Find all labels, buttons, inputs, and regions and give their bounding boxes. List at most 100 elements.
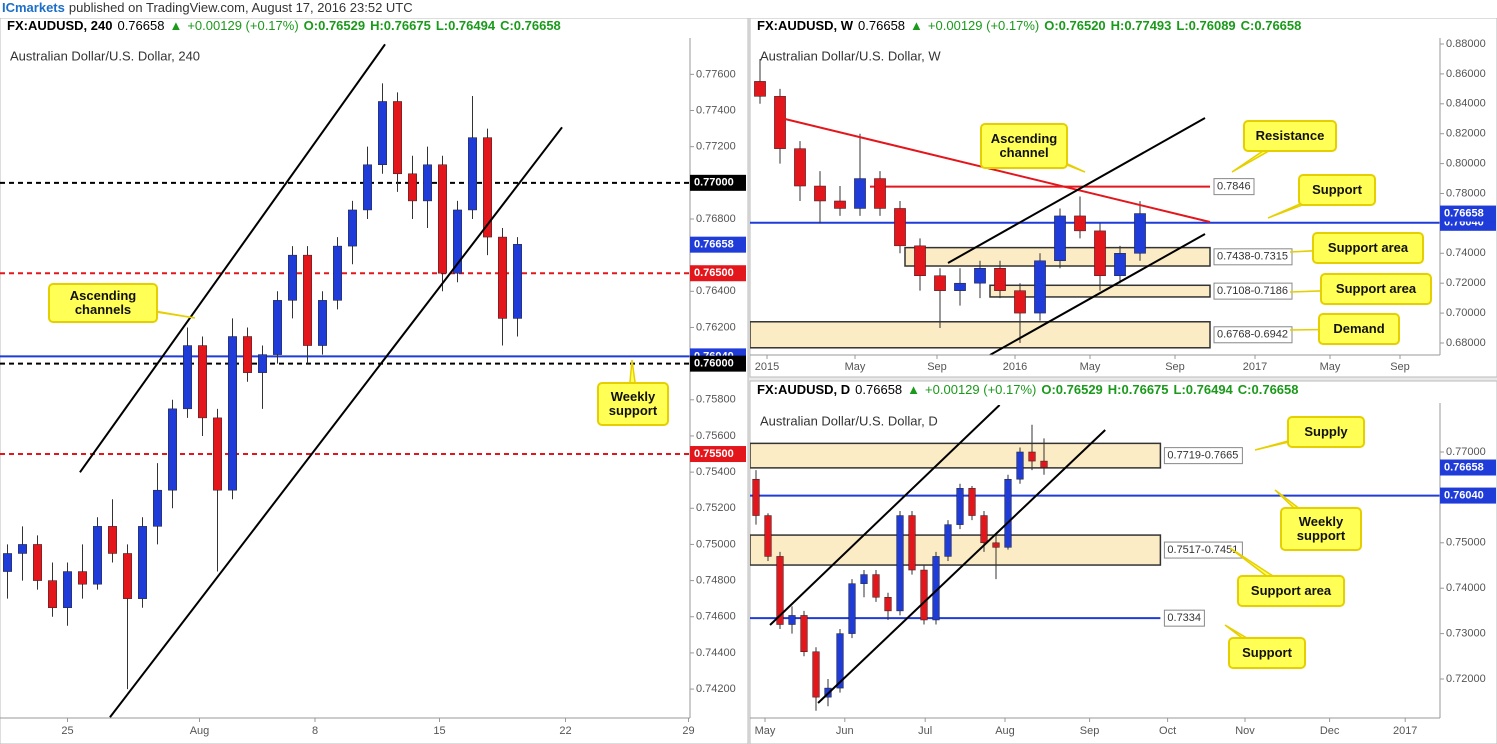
level-label: 0.76500 <box>694 267 734 279</box>
candle-body <box>992 542 1000 548</box>
candle-body <box>258 354 267 373</box>
x-tick-label: Aug <box>995 725 1015 737</box>
candle-body <box>423 164 432 202</box>
y-tick-label: 0.76200 <box>696 321 736 333</box>
candle-body <box>348 209 357 247</box>
x-tick-label: 2015 <box>755 361 779 373</box>
y-tick-label: 0.80000 <box>1446 158 1486 170</box>
candle-body <box>848 583 856 634</box>
candle-body <box>968 488 976 516</box>
candle-body <box>944 524 952 557</box>
plot <box>750 405 1440 711</box>
trend-line <box>817 429 1106 704</box>
candle-body <box>213 417 222 491</box>
up-arrow: ▲ <box>910 18 923 33</box>
trend-line <box>947 117 1206 264</box>
plot-area <box>750 58 1440 355</box>
last-price-label: 0.76658 <box>1444 207 1484 219</box>
x-tick-label: 15 <box>433 725 445 737</box>
candle-body <box>153 489 162 527</box>
x-tick-label: Sep <box>1080 725 1100 737</box>
candle-body <box>894 208 906 247</box>
last-price-box <box>690 236 746 253</box>
candle-body <box>33 544 42 581</box>
info-close: C:0.76658 <box>1238 382 1299 397</box>
info-high: H:0.76675 <box>1108 382 1169 397</box>
zone-label-box <box>1213 248 1293 266</box>
candle-body <box>1054 215 1066 262</box>
candle-body <box>273 300 282 355</box>
x-tick-label: Jul <box>918 725 932 737</box>
candle-body <box>183 345 192 410</box>
candle-body <box>1004 478 1012 548</box>
candle-body <box>483 137 492 238</box>
info-open: O:0.76529 <box>304 18 365 33</box>
candle-body <box>974 267 986 284</box>
x-tick-label: May <box>1320 361 1341 373</box>
last-price-box <box>1440 459 1496 476</box>
x-tick-label: Oct <box>1159 725 1176 737</box>
trend-line <box>769 405 1001 626</box>
x-tick-label: 25 <box>61 725 73 737</box>
candle-body <box>956 488 964 525</box>
brand[interactable]: ICmarkets <box>2 0 65 15</box>
candle-body <box>228 336 237 491</box>
info-high: H:0.76675 <box>370 18 431 33</box>
callout: Support <box>1228 637 1306 669</box>
zone-label: 0.7438-0.7315 <box>1217 251 1288 263</box>
candle-body <box>920 569 928 621</box>
level-label: 0.77000 <box>694 177 734 189</box>
y-tick-label: 0.75000 <box>696 538 736 550</box>
level-label: 0.76000 <box>694 358 734 370</box>
x-tick-label: May <box>845 361 866 373</box>
candle-body <box>854 178 866 209</box>
info-close: C:0.76658 <box>500 18 561 33</box>
candle-body <box>896 515 904 612</box>
info-last: 0.76658 <box>117 18 164 33</box>
y-tick-label: 0.75400 <box>696 466 736 478</box>
y-tick-label: 0.77200 <box>696 141 736 153</box>
info-low: L:0.76494 <box>436 18 496 33</box>
ticker-info: FX:AUDUSD, W 0.76658 ▲ +0.00129 (+0.17%) O:0… <box>757 18 1301 33</box>
candle-body <box>812 651 820 698</box>
y-tick-label: 0.68000 <box>1446 337 1486 349</box>
x-tick-label: 2017 <box>1393 725 1417 737</box>
y-tick-label: 0.84000 <box>1446 98 1486 110</box>
candle-body <box>800 615 808 653</box>
candle-body <box>123 553 132 599</box>
trend-line <box>109 126 563 718</box>
x-tick-label: Sep <box>927 361 947 373</box>
x-tick-label: 2017 <box>1243 361 1267 373</box>
level-label-box <box>1440 487 1496 504</box>
panel-title: Australian Dollar/U.S. Dollar, 240 <box>10 48 200 63</box>
candle-body <box>378 101 387 166</box>
level-label-box <box>1213 178 1255 196</box>
candle-body <box>914 245 926 276</box>
candle-body <box>1016 451 1024 480</box>
zone-label: 0.7719-0.7665 <box>1167 450 1238 462</box>
info-change: +0.00129 (+0.17%) <box>925 382 1036 397</box>
y-tick-label: 0.72000 <box>1446 673 1486 685</box>
y-tick-label: 0.74600 <box>696 611 736 623</box>
info-open: O:0.76520 <box>1044 18 1105 33</box>
y-tick-label: 0.70000 <box>1446 307 1486 319</box>
candle-body <box>243 336 252 373</box>
panel-title: Australian Dollar/U.S. Dollar, W <box>760 48 941 63</box>
candle-body <box>994 267 1006 291</box>
plot-area <box>0 43 690 718</box>
candle-body <box>408 173 417 202</box>
plot <box>750 58 1440 355</box>
candle-body <box>860 574 868 584</box>
y-tick-label: 0.77600 <box>696 68 736 80</box>
info-open: O:0.76529 <box>1041 382 1102 397</box>
candle-body <box>513 244 522 319</box>
x-tick-label: 29 <box>682 725 694 737</box>
last-price-label: 0.76658 <box>1444 461 1484 473</box>
candle-body <box>48 580 57 608</box>
zone <box>750 534 1162 566</box>
y-tick-label: 0.75600 <box>696 430 736 442</box>
candle-body <box>3 553 12 572</box>
callout: Demand <box>1318 313 1400 345</box>
x-tick-label: May <box>1080 361 1101 373</box>
